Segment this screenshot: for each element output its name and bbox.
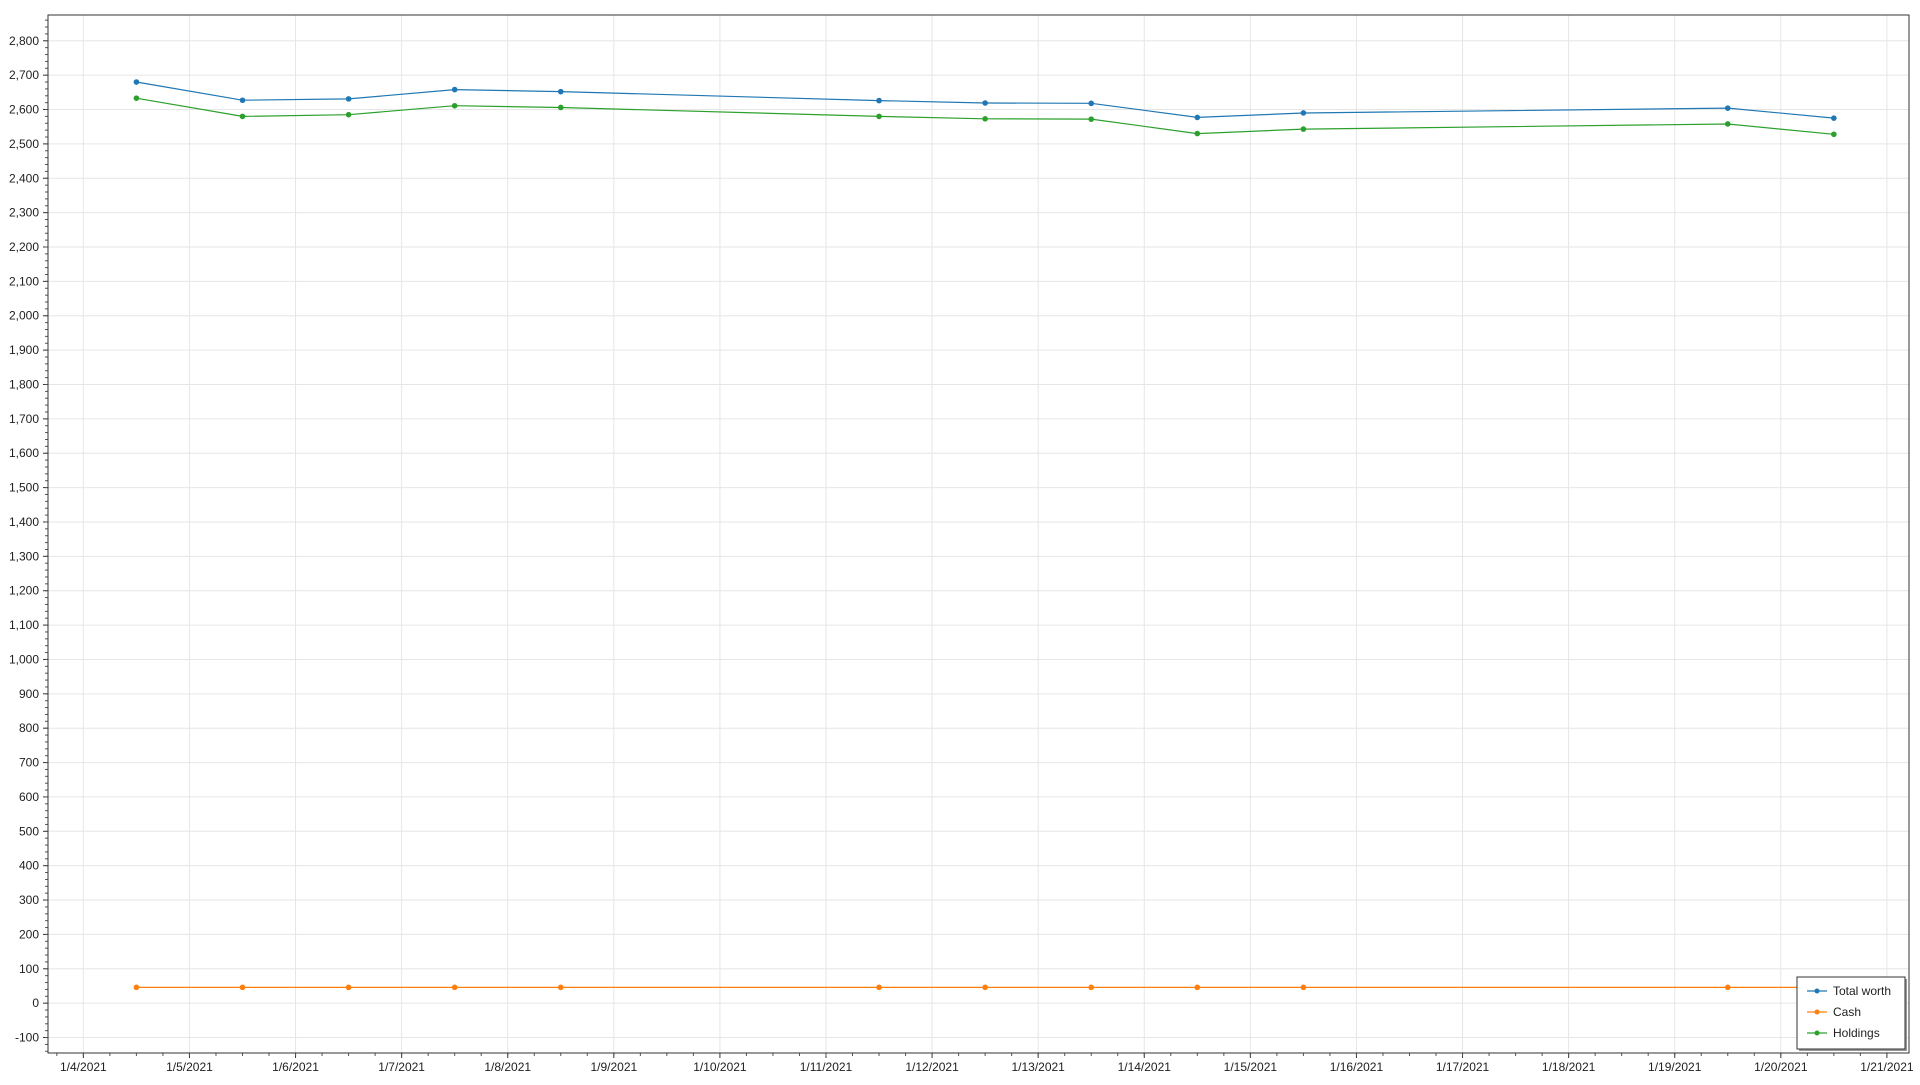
data-point (1724, 105, 1731, 111)
y-tick-label: 2,400 (9, 171, 39, 185)
x-tick-label: 1/8/2021 (484, 1060, 531, 1074)
data-point (1088, 116, 1095, 122)
x-tick-label: 1/12/2021 (905, 1060, 959, 1074)
data-point (557, 984, 564, 991)
data-point (133, 984, 140, 991)
y-tick-label: 1,700 (9, 412, 39, 426)
x-tick-label: 1/19/2021 (1648, 1060, 1702, 1074)
x-tick-label: 1/15/2021 (1224, 1060, 1278, 1074)
legend-label: Total worth (1833, 984, 1891, 998)
y-tick-label: 2,200 (9, 240, 39, 254)
legend-swatch-marker (1814, 988, 1820, 994)
data-point (876, 984, 882, 991)
y-tick-label: 1,300 (9, 549, 39, 563)
x-tick-label: 1/5/2021 (166, 1060, 213, 1074)
data-point (451, 984, 458, 991)
y-tick-label: 300 (19, 893, 39, 907)
x-tick-label: 1/18/2021 (1542, 1060, 1596, 1074)
y-tick-label: 500 (19, 824, 39, 838)
data-point (876, 113, 882, 120)
y-tick-label: 900 (19, 687, 39, 701)
x-tick-label: 1/17/2021 (1436, 1060, 1490, 1074)
x-tick-label: 1/16/2021 (1330, 1060, 1384, 1074)
data-point (1088, 984, 1095, 991)
data-point (1300, 984, 1307, 991)
x-tick-label: 1/6/2021 (272, 1060, 319, 1074)
x-tick-label: 1/20/2021 (1754, 1060, 1808, 1074)
data-point (1300, 110, 1307, 116)
y-tick-label: 1,200 (9, 584, 39, 598)
data-point (1724, 121, 1731, 127)
data-point (1194, 130, 1201, 137)
y-tick-label: 2,000 (9, 309, 39, 323)
data-point (1831, 115, 1837, 121)
x-tick-label: 1/21/2021 (1860, 1060, 1914, 1074)
axes: 1/4/2021 1/5/2021 1/6/2021 1/7/2021 1/8/2021… (9, 14, 1914, 1074)
x-tick-label: 1/7/2021 (378, 1060, 425, 1074)
data-point (1724, 984, 1731, 991)
series-line-total-worth (136, 81, 1834, 119)
data-point (133, 95, 140, 101)
y-tick-label: 2,500 (9, 137, 39, 151)
data-point (557, 88, 564, 95)
data-point (345, 984, 352, 991)
x-tick-label: 1/9/2021 (590, 1060, 637, 1074)
x-tick-label: 1/14/2021 (1118, 1060, 1172, 1074)
data-point (982, 116, 988, 122)
y-tick-label: 2,100 (9, 274, 39, 288)
series-line-holdings (136, 97, 1834, 135)
y-tick-label: 1,600 (9, 446, 39, 460)
y-tick-label: 200 (19, 927, 39, 941)
data-point (239, 97, 246, 104)
y-tick-label: 400 (19, 859, 39, 873)
data-point (239, 113, 246, 120)
y-tick-label: 1,400 (9, 515, 39, 529)
data-point (239, 984, 246, 991)
y-tick-label: 600 (19, 790, 39, 804)
data-point (876, 97, 882, 104)
legend-swatch-marker (1814, 1030, 1820, 1036)
y-tick-label: 2,800 (9, 34, 39, 48)
plot-border (47, 14, 1910, 1054)
y-tick-label: 2,300 (9, 206, 39, 220)
y-tick-label: 2,700 (9, 68, 39, 82)
legend-swatch-marker (1814, 1009, 1820, 1015)
y-tick-label: 1,000 (9, 652, 39, 666)
legend: Total worth Cash Holdings (1796, 976, 1907, 1051)
y-tick-label: 0 (32, 996, 39, 1010)
data-point (345, 96, 352, 102)
y-tick-label: 1,800 (9, 377, 39, 391)
grid (48, 15, 1909, 1053)
data-point (982, 100, 988, 106)
data-point (557, 104, 564, 111)
data-point (1194, 114, 1201, 121)
x-tick-label: 1/10/2021 (693, 1060, 747, 1074)
y-tick-label: 1,100 (9, 618, 39, 632)
data-point (1194, 984, 1201, 991)
y-tick-label: 1,500 (9, 481, 39, 495)
data-point (1088, 100, 1095, 107)
data-point (451, 86, 458, 93)
x-tick-label: 1/4/2021 (60, 1060, 107, 1074)
data-point (982, 984, 988, 991)
x-tick-label: 1/13/2021 (1011, 1060, 1065, 1074)
y-tick-label: 1,900 (9, 343, 39, 357)
y-tick-label: 100 (19, 962, 39, 976)
data-point (451, 102, 458, 109)
data-point (345, 111, 352, 118)
data-point (133, 79, 140, 85)
data-point (1831, 131, 1837, 138)
x-tick-label: 1/11/2021 (800, 1060, 853, 1074)
series-layer (133, 79, 1837, 991)
y-tick-label: 2,600 (9, 103, 39, 117)
y-tick-label: -100 (15, 1031, 39, 1045)
y-tick-label: 700 (19, 756, 39, 770)
legend-label: Cash (1833, 1005, 1861, 1019)
legend-label: Holdings (1833, 1026, 1880, 1040)
y-tick-label: 800 (19, 721, 39, 735)
data-point (1300, 126, 1307, 132)
